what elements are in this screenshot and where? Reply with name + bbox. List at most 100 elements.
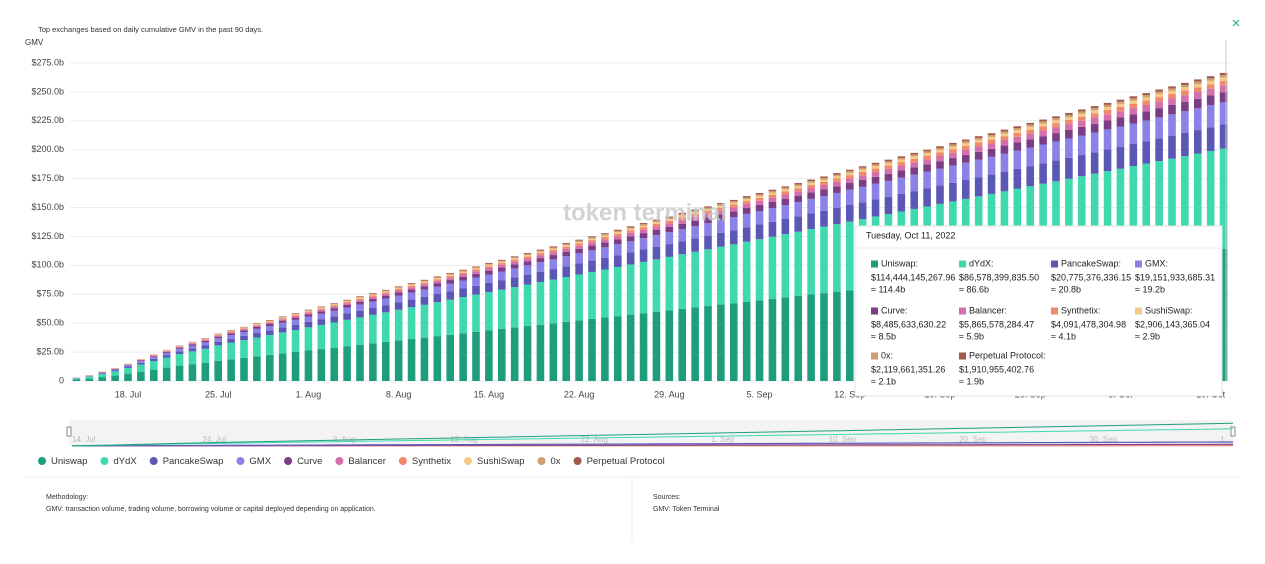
bar-segment <box>794 195 803 202</box>
bar-segment <box>833 174 841 177</box>
bar-segment <box>923 171 931 189</box>
bar-segment <box>665 256 674 311</box>
bar-segment <box>240 331 248 336</box>
navigator-handle[interactable] <box>66 426 72 437</box>
bar-segment <box>833 186 841 193</box>
bar-segment <box>1168 86 1176 89</box>
bar-segment <box>755 300 764 381</box>
bar-segment <box>742 198 751 202</box>
bar-segment <box>175 351 184 355</box>
bar-segment <box>510 327 519 381</box>
bar-segment <box>613 316 622 381</box>
bar-segment <box>729 230 738 245</box>
bar-segment <box>871 171 880 177</box>
bar-segment <box>639 224 648 226</box>
bar-segment <box>601 233 609 235</box>
bar-segment <box>1181 82 1189 85</box>
bar-segment <box>961 145 970 150</box>
bar-segment <box>794 188 803 192</box>
bar-segment <box>343 302 351 304</box>
bar-segment <box>1090 132 1099 153</box>
bar-segment <box>678 241 687 255</box>
y-tick-label: 0 <box>59 375 64 385</box>
legend-item[interactable]: Perpetual Protocol <box>573 456 665 467</box>
methodology-text: GMV: transaction volume, trading volume,… <box>46 506 376 513</box>
bar-segment <box>949 158 957 166</box>
bar-segment <box>601 234 609 236</box>
bar-segment <box>626 227 635 229</box>
bar-segment <box>858 175 867 181</box>
bar-segment <box>1052 123 1060 128</box>
bar-segment <box>678 308 687 381</box>
bar-segment <box>1000 140 1009 146</box>
close-button[interactable] <box>1232 19 1240 27</box>
bar-segment <box>291 319 300 325</box>
navigator-handle[interactable] <box>1230 426 1236 437</box>
legend-item[interactable]: Curve <box>284 456 322 467</box>
legend-item[interactable]: dYdX <box>100 456 137 467</box>
bar-segment <box>575 274 583 321</box>
bar-segment <box>1142 163 1151 258</box>
bar-segment <box>278 353 287 381</box>
bar-segment <box>510 277 519 288</box>
bar-segment <box>162 355 171 358</box>
legend-item[interactable]: 0x <box>537 456 561 467</box>
bar-segment <box>1206 80 1215 85</box>
legend-item[interactable]: Synthetix <box>398 456 451 467</box>
legend-item[interactable]: PancakeSwap <box>149 456 224 467</box>
legend-marker <box>463 457 472 465</box>
bar-segment <box>433 336 442 381</box>
bar-segment <box>446 283 455 292</box>
bar-segment <box>588 250 596 261</box>
bar-segment <box>729 201 738 203</box>
bar-segment <box>214 341 223 346</box>
bar-segment <box>755 205 764 212</box>
bar-segment <box>820 176 828 178</box>
bar-segment <box>1103 129 1112 150</box>
bar-segment <box>497 263 506 265</box>
legend-item[interactable]: Balancer <box>335 456 386 467</box>
bar-segment <box>1013 150 1022 169</box>
bar-segment <box>1219 72 1228 76</box>
bar-segment <box>652 222 661 224</box>
legend-item[interactable]: SushiSwap <box>463 456 525 467</box>
bar-segment <box>910 156 919 159</box>
bar-segment <box>510 257 519 259</box>
bar-segment <box>1193 84 1202 88</box>
bar-segment <box>188 348 197 352</box>
bar-segment <box>910 158 919 163</box>
legend-item[interactable]: GMX <box>236 456 272 467</box>
bar-segment <box>446 274 455 276</box>
bar-segment <box>137 362 145 365</box>
bar-segment <box>639 229 648 234</box>
bar-segment <box>601 235 609 238</box>
bar-segment <box>420 279 429 281</box>
bar-segment <box>1181 84 1189 88</box>
bar-segment <box>936 149 944 153</box>
bar-segment <box>1013 168 1022 189</box>
bar-segment <box>626 241 635 253</box>
bar-segment <box>691 220 699 227</box>
bar-segment <box>1103 120 1112 130</box>
bar-segment <box>665 217 674 219</box>
bar-segment <box>1090 110 1099 114</box>
bar-segment <box>330 310 339 317</box>
bar-segment <box>897 177 906 194</box>
bar-segment <box>768 236 777 299</box>
bar-segment <box>1065 112 1073 115</box>
bar-segment <box>820 195 828 211</box>
bar-segment <box>601 269 609 318</box>
bar-segment <box>1219 77 1228 81</box>
bar-segment <box>665 216 674 218</box>
bar-segment <box>562 256 571 267</box>
legend-item[interactable]: Uniswap <box>38 456 87 467</box>
bar-segment <box>459 280 467 289</box>
bar-segment <box>446 291 455 300</box>
bar-segment <box>356 296 364 298</box>
bar-segment <box>407 284 416 286</box>
bar-segment <box>1077 120 1086 127</box>
navigator-line <box>71 428 1234 447</box>
navigator-label: 30. Sep <box>1090 435 1118 444</box>
bar-segment <box>768 201 777 209</box>
bar-segment <box>974 142 983 147</box>
